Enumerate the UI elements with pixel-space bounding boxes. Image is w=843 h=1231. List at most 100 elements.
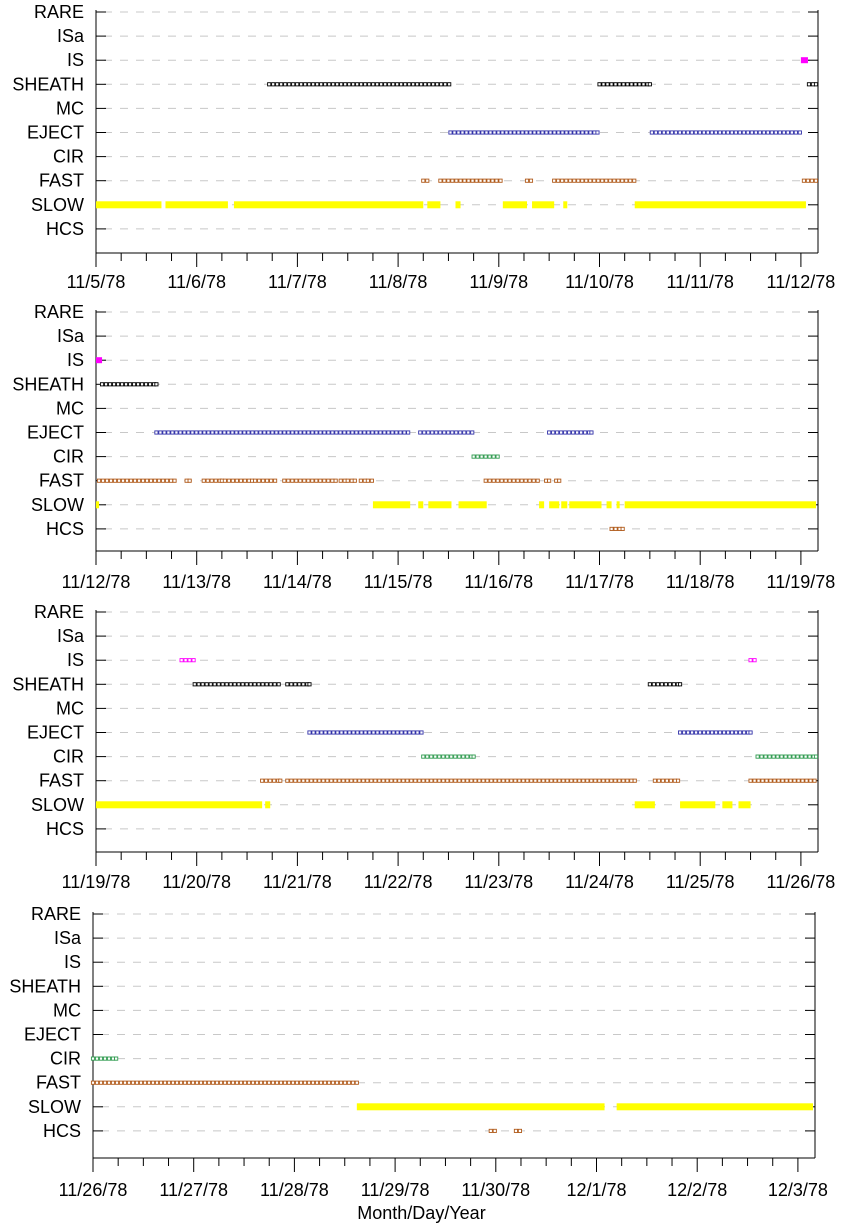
x-tick-label: 11/14/78 (263, 572, 332, 592)
data-point (632, 178, 637, 183)
data-point (385, 778, 390, 783)
data-point (561, 778, 566, 783)
interval-bar (96, 801, 263, 809)
data-point (655, 682, 660, 687)
data-point (142, 1080, 148, 1085)
data-point (331, 730, 336, 735)
data-point (528, 130, 533, 135)
data-point (484, 130, 489, 135)
data-point (499, 478, 504, 483)
data-point (472, 130, 477, 135)
x-axis-title: Month/Day/Year (357, 1203, 486, 1223)
data-point (276, 682, 281, 687)
data-point (200, 682, 205, 687)
data-point (194, 430, 199, 435)
data-point (119, 382, 125, 387)
data-point (319, 82, 324, 87)
data-point (362, 430, 367, 435)
data-point (314, 430, 319, 435)
data-point (471, 454, 476, 459)
data-point (498, 178, 503, 183)
data-point (573, 778, 578, 783)
data-point (294, 478, 299, 483)
data-point (260, 682, 265, 687)
data-point (90, 1056, 96, 1061)
y-tick-label: CIR (53, 747, 84, 767)
data-point (166, 430, 171, 435)
data-point (547, 478, 552, 483)
data-point (220, 682, 225, 687)
data-point (301, 682, 306, 687)
data-point (322, 478, 327, 483)
data-point (357, 778, 362, 783)
data-point (548, 130, 553, 135)
y-tick-label: CIR (53, 447, 84, 467)
x-tick-label: 11/19/78 (767, 572, 836, 592)
series-slow (96, 201, 806, 209)
data-point (264, 682, 269, 687)
data-point (191, 658, 196, 663)
data-point (365, 778, 370, 783)
y-tick-label: FAST (39, 771, 84, 791)
data-point (689, 130, 694, 135)
data-point (209, 478, 214, 483)
series-eject (154, 430, 594, 435)
data-point (485, 778, 490, 783)
data-point (540, 130, 545, 135)
data-point (378, 430, 383, 435)
data-point (475, 454, 480, 459)
data-point (100, 478, 106, 483)
data-point (779, 754, 784, 759)
interval-bar (502, 201, 527, 209)
data-point (347, 82, 352, 87)
data-point (585, 778, 590, 783)
data-point (208, 682, 213, 687)
y-tick-label: IS (67, 50, 84, 70)
data-point (104, 478, 110, 483)
data-point (379, 82, 384, 87)
data-point (513, 1128, 518, 1133)
y-tick-label: ISa (57, 326, 85, 346)
data-point (667, 682, 672, 687)
data-point (318, 430, 323, 435)
x-tick-label: 11/20/78 (162, 872, 231, 892)
data-point (108, 478, 114, 483)
data-point (737, 130, 742, 135)
data-point (136, 478, 142, 483)
data-point (395, 730, 400, 735)
series-eject (307, 730, 753, 735)
x-tick-label: 11/24/78 (565, 872, 634, 892)
data-point (202, 1080, 208, 1085)
data-point (494, 178, 499, 183)
data-point (624, 178, 629, 183)
interval-bar (427, 201, 441, 209)
data-point (310, 1080, 316, 1085)
data-point (513, 778, 518, 783)
data-point (785, 130, 790, 135)
data-point (323, 730, 328, 735)
data-point (529, 778, 534, 783)
data-point (202, 430, 207, 435)
data-point (805, 178, 810, 183)
data-point (776, 778, 781, 783)
data-point (465, 754, 470, 759)
data-point (399, 730, 404, 735)
data-point (761, 130, 766, 135)
data-point (569, 778, 574, 783)
series-is (96, 357, 103, 364)
data-point (290, 1080, 296, 1085)
data-point (264, 778, 269, 783)
data-point (621, 778, 626, 783)
data-point (425, 778, 430, 783)
data-point (327, 82, 332, 87)
x-tick-label: 11/6/78 (167, 272, 226, 292)
data-point (192, 682, 197, 687)
data-point (556, 178, 561, 183)
data-point (449, 754, 454, 759)
data-point (458, 430, 463, 435)
y-tick-label: HCS (46, 819, 84, 839)
data-point (509, 778, 514, 783)
data-point (330, 430, 335, 435)
interval-bar (428, 501, 452, 509)
data-point (234, 430, 239, 435)
